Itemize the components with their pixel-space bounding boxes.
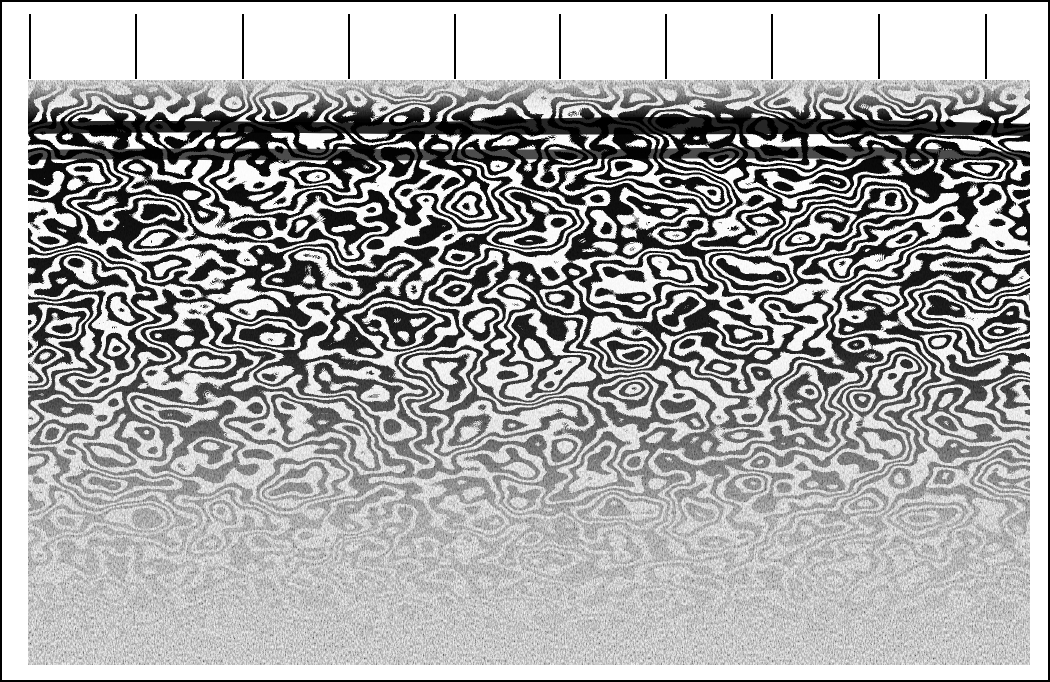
- scan-image: [28, 80, 1030, 665]
- noise-floor: [28, 80, 1030, 665]
- surface-noise: [28, 80, 1030, 120]
- radargram: [0, 0, 1050, 682]
- page: [0, 0, 1050, 682]
